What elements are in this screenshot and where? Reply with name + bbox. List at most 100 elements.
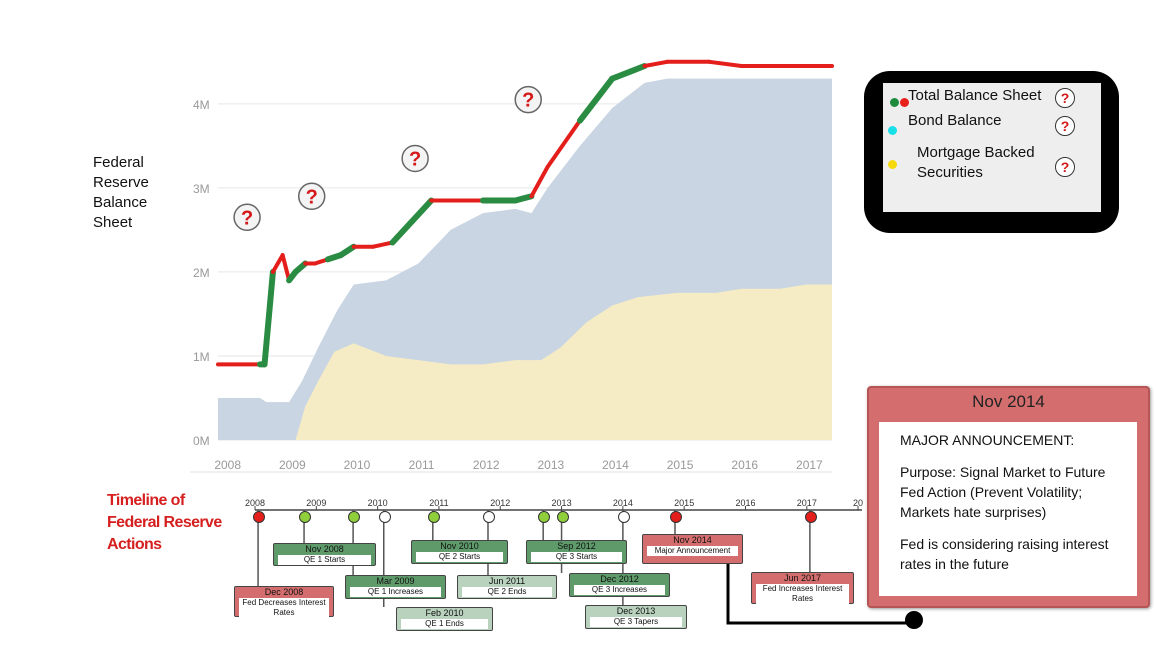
question-markers: ???? — [233, 85, 542, 232]
timeline-event-date: Sep 2012 — [557, 541, 596, 551]
x-tick-label: 2014 — [602, 458, 629, 472]
timeline-event-date: Jun 2011 — [488, 576, 526, 586]
timeline-event-date: Nov 2010 — [440, 541, 479, 551]
timeline-event-label: QE 3 Tapers — [590, 617, 682, 627]
timeline-event[interactable]: Jun 2017 Fed Increases Interest Rates — [751, 572, 854, 604]
timeline-pin[interactable] — [482, 511, 495, 523]
x-tick-label: 2009 — [279, 458, 306, 472]
total-balance-segment — [707, 59, 744, 69]
popup-body: MAJOR ANNOUNCEMENT: Purpose: Signal Mark… — [879, 422, 1137, 596]
timeline-pin[interactable] — [427, 511, 440, 523]
timeline-year-label: 2015 — [674, 498, 694, 508]
x-axis-ticks: 2008 2009 2010 2011 2012 2013 2014 2015 2016 2017 — [214, 458, 823, 472]
total-balance-segment — [642, 59, 670, 69]
timeline-year-label: 2011 — [429, 498, 448, 508]
question-icon[interactable]: ? — [1055, 116, 1075, 136]
timeline-event-label: QE 1 Starts — [278, 555, 371, 565]
timeline-event[interactable]: Dec 2013 QE 3 Tapers — [585, 605, 687, 629]
timeline-year-label: 2016 — [735, 498, 755, 508]
timeline-event[interactable]: Nov 2008 QE 1 Starts — [273, 543, 376, 566]
x-tick-label: 2008 — [214, 458, 241, 472]
legend-item-total[interactable]: Total Balance Sheet — [908, 87, 1042, 104]
question-marker[interactable]: ? — [297, 182, 326, 211]
total-balance-segment — [545, 118, 582, 169]
timeline-year-label: 2010 — [368, 498, 388, 508]
timeline-event-date: Feb 2010 — [425, 608, 464, 618]
timeline-event[interactable]: Dec 2008 Fed Decreases Interest Rates — [234, 586, 334, 618]
total-balance-segment — [270, 253, 285, 274]
x-tick-label: 2015 — [667, 458, 694, 472]
timeline-pin[interactable] — [378, 511, 391, 523]
total-balance-segment — [576, 75, 616, 124]
legend-dot-total-red — [900, 98, 909, 107]
timeline-pin[interactable] — [804, 511, 817, 523]
timeline-event[interactable]: Feb 2010 QE 1 Ends — [396, 607, 493, 631]
question-marker[interactable]: ? — [514, 85, 542, 114]
y-tick-label: 3M — [193, 182, 210, 196]
total-balance-segment — [389, 218, 415, 246]
timeline-event-label: QE 2 Starts — [416, 552, 503, 562]
timeline-event[interactable]: Nov 2014 Major Announcement — [642, 534, 743, 564]
timeline-event[interactable]: Jun 2011 QE 2 Ends — [457, 575, 557, 599]
total-balance-segment — [292, 260, 309, 275]
timeline-pin[interactable] — [617, 511, 630, 523]
timeline-pin[interactable] — [669, 511, 682, 523]
x-tick-label: 2011 — [409, 458, 435, 472]
timeline-event-label: Fed Decreases Interest Rates — [239, 598, 329, 618]
timeline-pin[interactable] — [538, 511, 551, 523]
question-icon[interactable]: ? — [1055, 157, 1075, 177]
x-tick-label: 2010 — [344, 458, 371, 472]
timeline-event[interactable]: Dec 2012 QE 3 Increases — [569, 573, 670, 597]
svg-text:?: ? — [241, 207, 253, 229]
timeline-event-date: Jun 2017 — [783, 573, 822, 583]
total-balance-segment — [337, 243, 357, 259]
svg-text:?: ? — [409, 148, 421, 170]
timeline-event-label: QE 1 Increases — [350, 587, 441, 597]
timeline-event-date: Dec 2008 — [264, 587, 304, 597]
y-tick-label: 4M — [193, 98, 210, 112]
timeline-year-label: 2013 — [552, 498, 572, 508]
timeline-axis: 2008 2009 2010 2011 2012 2013 2014 2015 2016 2017… — [245, 498, 923, 629]
total-balance-segment — [371, 240, 395, 249]
x-tick-label: 2016 — [731, 458, 758, 472]
popup-note: Fed is considering raising interest rate… — [900, 536, 1109, 572]
popup-purpose: Purpose: Signal Market to Future Fed Act… — [900, 464, 1106, 520]
timeline-event[interactable]: Nov 2010 QE 2 Starts — [411, 540, 508, 564]
timeline-event-label: QE 1 Ends — [401, 619, 488, 629]
legend-item-mbs[interactable]: Mortgage Backed Securities — [917, 144, 1035, 181]
svg-text:?: ? — [522, 90, 534, 112]
timeline-event-label: Major Announcement — [647, 546, 738, 556]
timeline-pin[interactable] — [556, 511, 569, 523]
chart-side-title: Federal Reserve Balance Sheet — [93, 154, 149, 231]
legend-item-bond[interactable]: Bond Balance — [908, 112, 1002, 129]
timeline-event[interactable]: Sep 2012 QE 3 Starts — [526, 540, 627, 564]
legend-dot-mbs — [888, 160, 897, 169]
legend-panel: Total Balance Sheet ? Bond Balance ? Mor… — [864, 71, 1119, 233]
timeline-event[interactable]: Mar 2009 QE 1 Increases — [345, 575, 446, 599]
timeline-event-date: Dec 2013 — [616, 606, 656, 616]
timeline-year-label: 2017 — [797, 498, 817, 508]
question-marker[interactable]: ? — [233, 203, 261, 232]
y-tick-label: 2M — [193, 266, 210, 280]
mbs-area — [295, 284, 833, 440]
y-axis-ticks: 0M 1M 2M 3M 4M — [193, 98, 210, 448]
total-balance-segment — [408, 197, 435, 225]
timeline-event-date: Dec 2012 — [600, 574, 639, 584]
question-icon[interactable]: ? — [1055, 88, 1075, 108]
timeline-pin[interactable] — [253, 511, 266, 523]
timeline-event-label: QE 2 Ends — [462, 587, 552, 597]
x-tick-label: 2013 — [538, 458, 565, 472]
legend-dot-total-green — [890, 98, 899, 107]
chart-lines — [216, 59, 834, 368]
timeline-event-label: Fed Increases Interest Rates — [756, 584, 849, 604]
total-balance-segment — [512, 193, 535, 204]
timeline-pin[interactable] — [348, 511, 361, 523]
event-popup[interactable]: Nov 2014 MAJOR ANNOUNCEMENT: Purpose: Si… — [867, 386, 1150, 608]
question-marker[interactable]: ? — [401, 144, 429, 173]
popup-date: Nov 2014 — [972, 392, 1045, 411]
y-tick-label: 0M — [193, 434, 210, 448]
chart-areas — [218, 78, 833, 441]
popup-heading: MAJOR ANNOUNCEMENT: — [900, 432, 1075, 448]
timeline-pin[interactable] — [299, 511, 312, 523]
